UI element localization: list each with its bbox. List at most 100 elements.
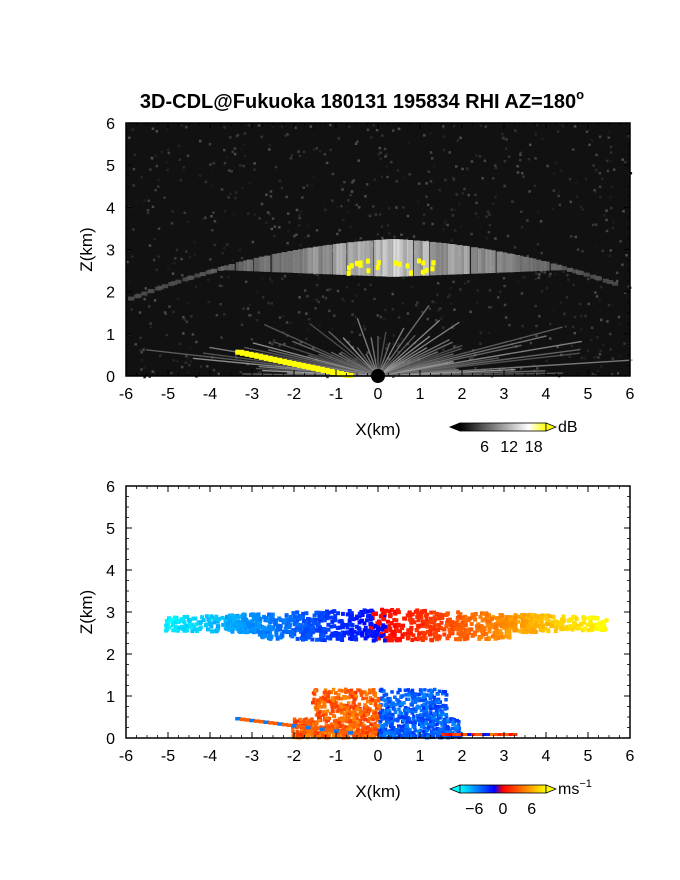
noise-speckle — [520, 210, 523, 213]
noise-speckle — [589, 338, 593, 341]
velocity-ground-cell — [424, 708, 429, 713]
velocity-layer-cell — [243, 630, 248, 635]
velocity-layer-cell — [520, 612, 525, 617]
velocity-ground-cell — [377, 704, 382, 708]
x-tick-label: -4 — [203, 748, 217, 765]
noise-speckle — [381, 236, 384, 240]
noise-speckle — [175, 248, 179, 252]
velocity-layer-cell — [409, 625, 414, 630]
velocity-layer-cell — [383, 608, 388, 613]
velocity-ground-cell — [433, 711, 437, 716]
backscatter-streak-cell — [320, 368, 330, 373]
backscatter-ground-beam — [342, 337, 379, 377]
velocity-layer-cell — [505, 630, 510, 635]
velocity-layer-cell — [414, 636, 419, 641]
noise-speckle — [597, 310, 601, 313]
noise-speckle — [386, 224, 389, 227]
noise-speckle — [448, 293, 451, 297]
velocity-ground-cell — [420, 703, 424, 708]
noise-speckle — [206, 278, 210, 282]
velocity-ground-cell — [352, 717, 356, 722]
velocity-layer-cell — [432, 620, 437, 625]
velocity-layer-cell — [553, 629, 558, 634]
velocity-ground-cell — [323, 716, 327, 720]
noise-speckle — [583, 357, 587, 360]
backscatter-high-cell — [405, 263, 410, 269]
velocity-ground-cell — [363, 690, 367, 694]
noise-speckle — [479, 331, 483, 334]
noise-speckle — [580, 314, 583, 318]
velocity-ground-cell — [386, 696, 390, 701]
velocity-layer-cell — [174, 625, 179, 630]
noise-speckle — [489, 306, 493, 309]
noise-speckle — [246, 307, 250, 310]
noise-speckle — [422, 222, 426, 225]
velocity-layer-cell — [473, 617, 478, 622]
velocity-layer-cell — [197, 627, 202, 632]
velocity-layer-cell — [479, 628, 484, 633]
noise-speckle — [596, 336, 599, 339]
velocity-ground-cell — [336, 725, 340, 729]
noise-speckle — [501, 132, 504, 136]
velocity-ground-cell — [410, 711, 414, 715]
backscatter-layer-cell — [526, 257, 533, 272]
velocity-layer-cell — [242, 624, 247, 629]
velocity-layer-cell — [537, 614, 542, 619]
velocity-ground-cell — [341, 732, 346, 736]
velocity-ground-cell — [366, 719, 371, 724]
noise-speckle — [596, 369, 600, 373]
velocity-ground-cell — [359, 711, 363, 715]
noise-speckle — [430, 157, 434, 160]
backscatter-layer-cell — [496, 251, 503, 273]
velocity-ground-cell — [379, 727, 384, 732]
velocity-layer-cell — [376, 636, 381, 641]
noise-speckle — [461, 192, 465, 195]
noise-speckle — [132, 167, 136, 171]
velocity-layer-cell — [435, 634, 440, 639]
velocity-layer-cell — [428, 629, 433, 634]
noise-speckle — [176, 297, 180, 301]
noise-speckle — [450, 302, 453, 305]
velocity-layer-cell — [352, 629, 357, 634]
noise-speckle — [267, 301, 270, 305]
velocity-ground-cell — [378, 724, 382, 728]
velocity-layer-cell — [447, 617, 452, 622]
noise-speckle — [366, 351, 370, 354]
velocity-ground-cell — [422, 706, 426, 710]
velocity-layer-cell — [245, 621, 250, 626]
noise-speckle — [534, 277, 537, 281]
velocity-ground-cell — [456, 722, 461, 726]
velocity-layer-cell — [240, 629, 245, 634]
noise-speckle — [144, 287, 147, 290]
noise-speckle — [390, 160, 393, 164]
velocity-ground-cell — [448, 717, 453, 721]
velocity-colorbar-unit-base: ms — [558, 781, 579, 798]
noise-speckle — [323, 153, 327, 156]
velocity-ground-cell — [326, 697, 331, 701]
noise-speckle — [502, 137, 506, 140]
noise-speckle — [516, 280, 520, 283]
velocity-ground-cell — [323, 731, 328, 735]
velocity-ground-cell — [350, 723, 354, 728]
noise-speckle — [155, 130, 159, 133]
velocity-layer-cell — [234, 622, 239, 627]
velocity-layer-cell — [383, 638, 387, 643]
x-tick-label: -6 — [119, 748, 133, 765]
backscatter-ground-beam — [356, 317, 379, 377]
velocity-ground-cell — [396, 731, 400, 735]
velocity-layer-cell — [602, 628, 607, 633]
noise-speckle — [508, 323, 511, 327]
velocity-ground-cell — [362, 731, 367, 735]
noise-speckle — [400, 233, 403, 236]
velocity-ground-cell — [400, 712, 404, 716]
velocity-layer-cell — [463, 620, 468, 625]
noise-speckle — [213, 243, 216, 247]
noise-speckle — [359, 237, 362, 240]
noise-speckle — [273, 234, 276, 238]
backscatter-layer-cell — [489, 250, 496, 273]
velocity-ground-cell — [404, 711, 408, 716]
noise-speckle — [365, 183, 369, 186]
noise-speckle — [374, 213, 378, 216]
velocity-layer-cell — [535, 624, 540, 628]
velocity-ground-cell — [443, 717, 447, 722]
